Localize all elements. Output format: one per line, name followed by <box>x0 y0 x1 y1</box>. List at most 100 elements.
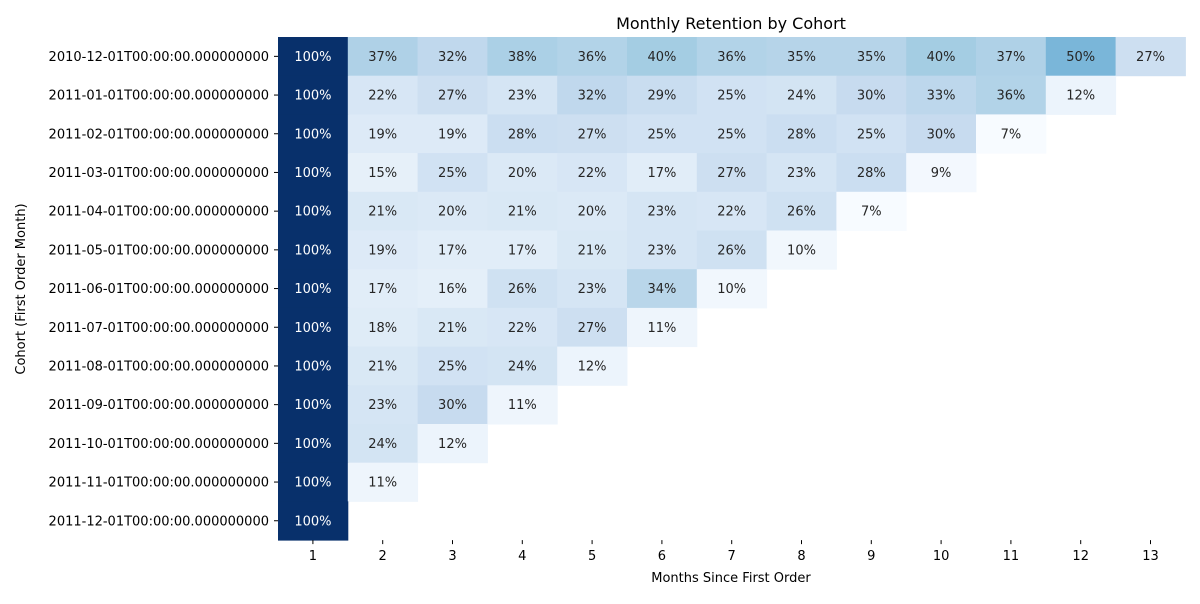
heatmap-cell <box>347 424 419 464</box>
cell-value-label: 23% <box>647 205 676 220</box>
heatmap-cell <box>487 37 558 77</box>
heatmap-cell <box>278 153 349 193</box>
cell-value-label: 27% <box>1136 50 1165 65</box>
cell-value-label: 29% <box>647 89 676 104</box>
x-axis-label: Months Since First Order <box>651 571 811 586</box>
heatmap-cell <box>278 114 349 154</box>
cell-value-label: 18% <box>368 321 397 336</box>
heatmap-cell <box>696 269 768 309</box>
cell-value-label: 33% <box>927 89 956 104</box>
heatmap-cell <box>557 37 628 77</box>
heatmap-cell <box>347 307 419 348</box>
cell-value-label: 25% <box>647 127 676 142</box>
x-tick-label: 8 <box>797 549 805 564</box>
cell-value-label: 11% <box>508 398 537 413</box>
x-tick-label: 6 <box>658 549 666 564</box>
heatmap-cell <box>278 424 349 464</box>
cell-value-label: 22% <box>578 166 607 181</box>
cell-value-label: 17% <box>368 282 397 297</box>
heatmap-cell <box>417 114 488 154</box>
x-tick-label: 3 <box>448 549 456 564</box>
cell-value-label: 22% <box>508 321 537 336</box>
heatmap-cell <box>347 153 419 193</box>
heatmap-cell <box>557 153 628 193</box>
heatmap-cell <box>696 230 768 270</box>
cell-value-label: 23% <box>787 166 816 181</box>
heatmap-cell <box>627 230 698 270</box>
cell-value-label: 100% <box>294 127 331 142</box>
cell-value-label: 40% <box>647 50 676 65</box>
cell-value-label: 100% <box>294 476 331 491</box>
heatmap-cell <box>347 75 419 115</box>
heatmap-cell <box>278 385 349 425</box>
cell-value-label: 100% <box>294 359 331 374</box>
x-tick-label: 9 <box>867 549 875 564</box>
y-tick-label: 2011-11-01T00:00:00.000000000 <box>49 476 269 491</box>
cell-value-label: 100% <box>294 89 331 104</box>
cell-value-label: 27% <box>578 321 607 336</box>
cell-value-label: 28% <box>857 166 886 181</box>
cell-value-label: 50% <box>1066 50 1095 65</box>
heatmap-cell <box>557 230 628 270</box>
cell-value-label: 7% <box>861 205 882 220</box>
heatmap-cell <box>836 37 907 77</box>
cell-value-label: 100% <box>294 50 331 65</box>
heatmap-cell <box>696 37 768 77</box>
cell-value-label: 21% <box>368 205 397 220</box>
heatmap-cell <box>347 191 419 231</box>
cell-value-label: 23% <box>578 282 607 297</box>
heatmap-cell <box>836 191 907 231</box>
cell-value-label: 25% <box>857 127 886 142</box>
cell-value-label: 25% <box>717 89 746 104</box>
heatmap-cell <box>766 37 837 77</box>
cell-value-label: 32% <box>578 89 607 104</box>
heatmap-cell-labels: 100% 37% 32% 38% 36% 40% 36% 35% 35% 40% 37% 50% 27%… <box>294 50 1165 529</box>
heatmap-cell <box>278 307 349 348</box>
heatmap-cell <box>347 114 419 154</box>
cell-value-label: 10% <box>787 243 816 258</box>
heatmap-cell <box>976 75 1047 115</box>
heatmap-cell <box>487 153 558 193</box>
heatmap-cells <box>278 37 1186 541</box>
heatmap-cell <box>906 153 977 193</box>
heatmap-cell <box>696 153 768 193</box>
cell-value-label: 23% <box>647 243 676 258</box>
heatmap-cell <box>766 75 837 115</box>
cell-value-label: 19% <box>438 127 467 142</box>
heatmap-cell <box>627 307 698 348</box>
cell-value-label: 20% <box>578 205 607 220</box>
cell-value-label: 100% <box>294 282 331 297</box>
cell-value-label: 21% <box>578 243 607 258</box>
heatmap-cell <box>417 269 488 309</box>
y-tick-label: 2011-04-01T00:00:00.000000000 <box>49 205 269 220</box>
y-tick-label: 2011-05-01T00:00:00.000000000 <box>49 243 269 258</box>
cell-value-label: 100% <box>294 243 331 258</box>
cell-value-label: 30% <box>927 127 956 142</box>
cell-value-label: 17% <box>508 243 537 258</box>
cell-value-label: 26% <box>787 205 816 220</box>
heatmap-cell <box>347 37 419 77</box>
cell-value-label: 27% <box>578 127 607 142</box>
heatmap-cell <box>347 385 419 425</box>
heatmap-cell <box>906 75 977 115</box>
heatmap-cell <box>487 269 558 309</box>
x-tick-label: 11 <box>1003 549 1020 564</box>
heatmap-cell <box>1115 37 1186 77</box>
cell-value-label: 40% <box>927 50 956 65</box>
cell-value-label: 30% <box>438 398 467 413</box>
heatmap-cell <box>766 114 837 154</box>
heatmap-cell <box>278 191 349 231</box>
heatmap-cell <box>487 346 558 386</box>
cell-value-label: 32% <box>438 50 467 65</box>
heatmap-cell <box>836 114 907 154</box>
cell-value-label: 20% <box>438 205 467 220</box>
heatmap-cell <box>557 114 628 154</box>
cell-value-label: 9% <box>931 166 952 181</box>
y-tick-label: 2011-12-01T00:00:00.000000000 <box>49 514 269 529</box>
cell-value-label: 24% <box>787 89 816 104</box>
cell-value-label: 11% <box>368 476 397 491</box>
cell-value-label: 30% <box>857 89 886 104</box>
heatmap-cell <box>278 462 349 502</box>
cell-value-label: 35% <box>787 50 816 65</box>
